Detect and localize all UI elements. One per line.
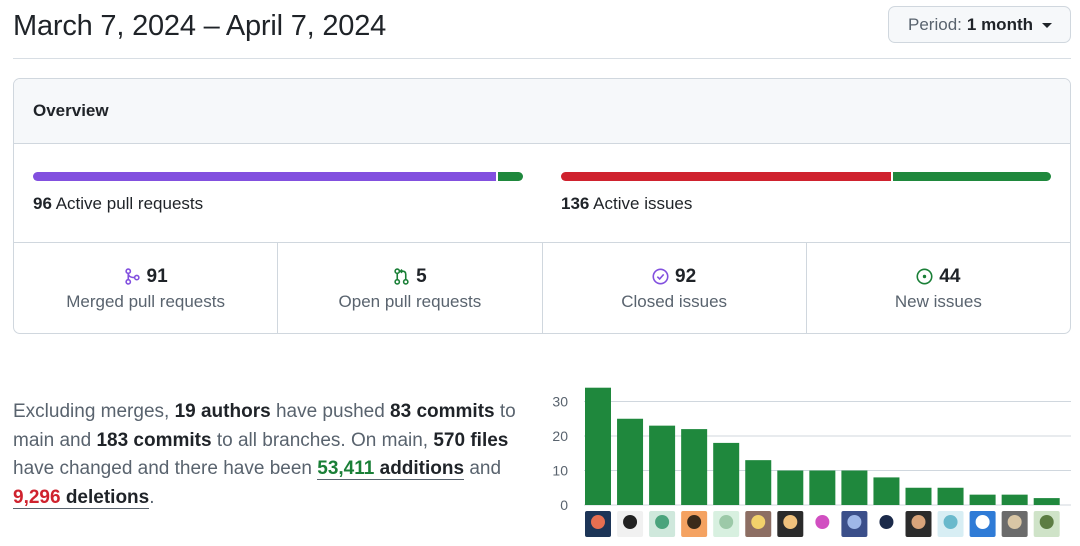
active-issues-label: 136 Active issues bbox=[561, 194, 1051, 214]
bar[interactable] bbox=[713, 442, 740, 505]
summary-text: and bbox=[464, 458, 502, 479]
overview-panel: Overview 96 Active pull requests 136 Act… bbox=[13, 78, 1071, 334]
closed-segment[interactable] bbox=[561, 172, 891, 181]
bar[interactable] bbox=[809, 470, 836, 506]
overview-title: Overview bbox=[33, 101, 109, 120]
avatar-glyph bbox=[1007, 515, 1022, 529]
contributors-chart: 0 10 20 30 bbox=[540, 376, 1075, 542]
overview-header: Overview bbox=[14, 79, 1070, 144]
new-count: 44 bbox=[939, 265, 961, 287]
closed-count: 92 bbox=[675, 265, 697, 287]
deletions-count: 9,296 bbox=[13, 486, 61, 508]
overview-stats: 91 Merged pull requests 5 Open pull requ… bbox=[14, 243, 1070, 333]
all-commits-count: 183 commits bbox=[96, 429, 212, 451]
authors-count: 19 authors bbox=[174, 401, 271, 422]
bar[interactable] bbox=[777, 470, 804, 506]
avatar-glyph bbox=[655, 515, 670, 529]
issue-closed-icon bbox=[652, 268, 669, 285]
active-pull-requests-label: 96 Active pull requests bbox=[33, 194, 523, 214]
y-tick-label: 0 bbox=[560, 497, 568, 513]
avatar-glyph bbox=[847, 515, 862, 529]
avatar-glyph bbox=[975, 515, 990, 529]
summary-text: to all branches. On main, bbox=[211, 429, 434, 451]
active-issues-count: 136 bbox=[561, 194, 590, 213]
avatar-glyph bbox=[943, 515, 958, 529]
bar[interactable] bbox=[905, 487, 932, 505]
avatar-glyph bbox=[751, 515, 766, 529]
additions-count: 53,411 bbox=[317, 458, 375, 479]
issues-progress-bar bbox=[561, 172, 1051, 181]
avatar-glyph bbox=[783, 515, 798, 529]
bar[interactable] bbox=[649, 425, 676, 505]
y-tick-label: 10 bbox=[552, 463, 568, 479]
avatar-glyph bbox=[1039, 515, 1054, 529]
period-dropdown-button[interactable]: Period: 1 month bbox=[888, 6, 1071, 43]
commits-bar-chart: 0 10 20 30 bbox=[552, 387, 1071, 537]
summary-text: to main and bbox=[13, 401, 516, 451]
commit-summary: Excluding merges, 19 authors have pushed… bbox=[13, 398, 533, 512]
issue-opened-icon bbox=[916, 268, 933, 285]
deletions-word: deletions bbox=[60, 486, 150, 508]
stat-closed-issues[interactable]: 92 Closed issues bbox=[543, 243, 807, 333]
open-segment[interactable] bbox=[497, 172, 523, 181]
additions-word: additions bbox=[374, 458, 465, 479]
avatar-glyph bbox=[591, 515, 605, 529]
active-pull-requests-count: 96 bbox=[33, 194, 52, 213]
bar[interactable] bbox=[745, 460, 772, 505]
active-issues-summary: 136 Active issues bbox=[561, 172, 1051, 214]
bar[interactable] bbox=[585, 387, 611, 505]
bar[interactable] bbox=[681, 429, 708, 505]
merged-segment[interactable] bbox=[33, 172, 496, 181]
caret-down-icon bbox=[1042, 23, 1052, 28]
bar[interactable] bbox=[841, 470, 868, 506]
avatar-glyph bbox=[879, 515, 894, 529]
period-value: 1 month bbox=[966, 14, 1033, 34]
open-count: 5 bbox=[416, 265, 427, 287]
y-tick-label: 20 bbox=[552, 428, 568, 444]
merged-label: Merged pull requests bbox=[66, 291, 225, 311]
deletions-link[interactable]: 9,296 deletions bbox=[13, 486, 150, 509]
bar[interactable] bbox=[969, 494, 996, 505]
summary-text: Excluding merges, bbox=[13, 401, 175, 422]
bar[interactable] bbox=[937, 487, 964, 505]
summary-text: . bbox=[149, 486, 155, 508]
summary-text: have pushed bbox=[270, 401, 391, 422]
overview-bars: 96 Active pull requests 136 Active issue… bbox=[14, 144, 1070, 243]
new-label: New issues bbox=[894, 291, 982, 311]
closed-label: Closed issues bbox=[621, 291, 728, 311]
stat-new-issues[interactable]: 44 New issues bbox=[807, 243, 1070, 333]
bar[interactable] bbox=[1033, 498, 1060, 505]
new-segment[interactable] bbox=[892, 172, 1051, 181]
merged-count: 91 bbox=[146, 265, 168, 287]
header: March 7, 2024 – April 7, 2024 Period: 1 … bbox=[13, 0, 1071, 59]
active-issues-text: Active issues bbox=[593, 194, 693, 213]
page-title: March 7, 2024 – April 7, 2024 bbox=[13, 10, 387, 42]
stat-open-pull-requests[interactable]: 5 Open pull requests bbox=[278, 243, 543, 333]
pull-requests-progress-bar bbox=[33, 172, 523, 181]
additions-link[interactable]: 53,411 additions bbox=[317, 458, 465, 480]
y-tick-label: 30 bbox=[552, 394, 568, 410]
stat-merged-pull-requests[interactable]: 91 Merged pull requests bbox=[14, 243, 279, 333]
files-count: 570 files bbox=[433, 429, 509, 451]
main-commits-count: 83 commits bbox=[390, 401, 495, 422]
avatar-glyph bbox=[911, 515, 926, 529]
bar[interactable] bbox=[873, 477, 900, 505]
active-pull-requests-summary: 96 Active pull requests bbox=[33, 172, 523, 214]
avatar-glyph bbox=[687, 515, 702, 529]
open-label: Open pull requests bbox=[338, 291, 482, 311]
bar[interactable] bbox=[617, 418, 644, 505]
bar[interactable] bbox=[1001, 494, 1028, 505]
active-pull-requests-text: Active pull requests bbox=[55, 194, 204, 213]
git-pull-request-icon bbox=[394, 268, 409, 285]
summary-text: have changed and there have been bbox=[13, 458, 318, 479]
avatar-glyph bbox=[719, 515, 734, 529]
avatar-glyph bbox=[623, 515, 638, 529]
period-label: Period: bbox=[908, 14, 962, 34]
avatar-glyph bbox=[815, 515, 830, 529]
git-merge-icon bbox=[124, 268, 140, 285]
